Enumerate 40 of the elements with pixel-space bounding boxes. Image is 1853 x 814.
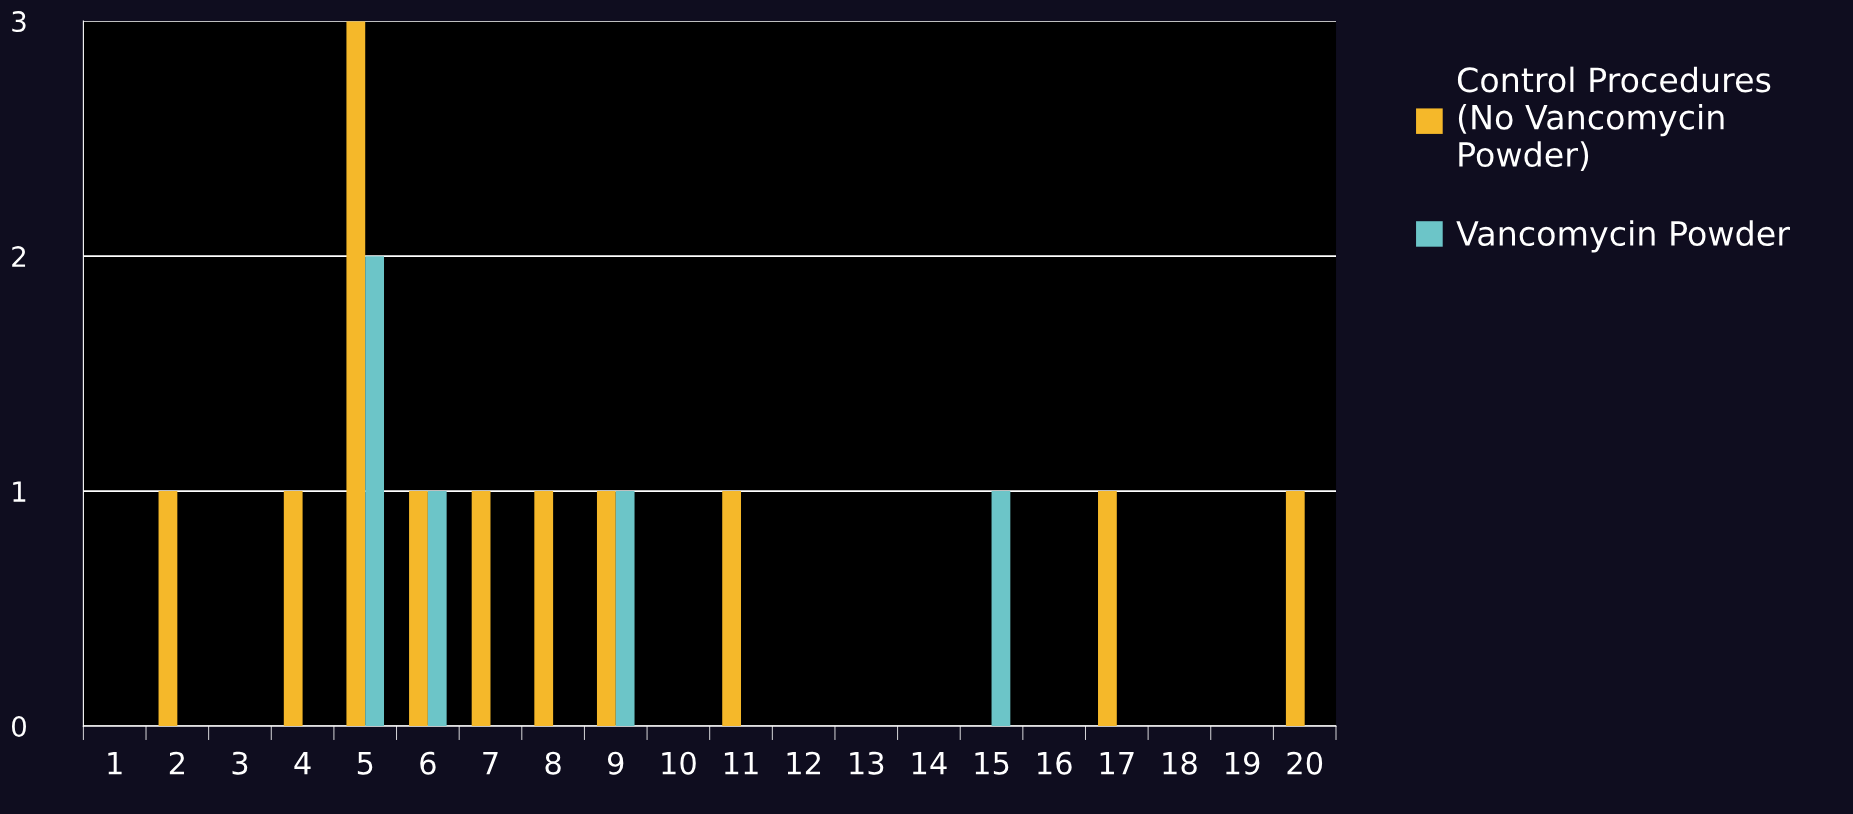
bar [158,491,178,727]
bar [365,256,385,727]
bar [1098,491,1117,727]
x-tick-label: 10 [662,751,696,775]
x-tick-label: 12 [787,751,821,775]
x-tick-label: 13 [850,751,884,775]
legend-label: Vancomycin Powder [1456,220,1790,253]
bar [1285,491,1305,727]
x-tick-label: 6 [420,751,436,775]
bar [471,491,491,727]
bar [346,21,366,727]
bar [427,491,447,727]
x-tick-label: 18 [1163,751,1197,775]
y-tick-label: 1 [13,481,26,502]
bar [283,491,303,727]
bar [534,491,554,727]
x-tick-label: 2 [169,751,184,775]
x-tick-label: 16 [1038,751,1072,775]
bar [615,491,635,727]
x-tick-label: 7 [483,752,498,775]
x-tick-label: 1 [108,752,122,775]
x-tick-label: 14 [912,752,947,775]
x-tick-label: 8 [545,751,561,775]
x-tick-label: 17 [1100,752,1134,775]
x-tick-label: 15 [975,752,1009,775]
x-tick-label: 5 [357,752,373,775]
bar [722,491,742,727]
x-tick-label: 9 [607,751,624,775]
bar [991,491,1011,727]
legend-label: Control Procedures (No Vancomycin Powder) [1457,66,1771,172]
x-tick-label: 3 [232,751,248,775]
x-tick-label: 20 [1287,751,1323,775]
x-tick-label: 4 [294,752,311,775]
x-tick-label: 11 [724,752,758,775]
y-tick-label: 3 [12,11,26,33]
y-tick-label: 0 [11,716,26,738]
x-tick-label: 19 [1225,751,1260,775]
y-tick-label: 2 [12,246,26,267]
bar [409,491,428,727]
bar [596,491,616,727]
